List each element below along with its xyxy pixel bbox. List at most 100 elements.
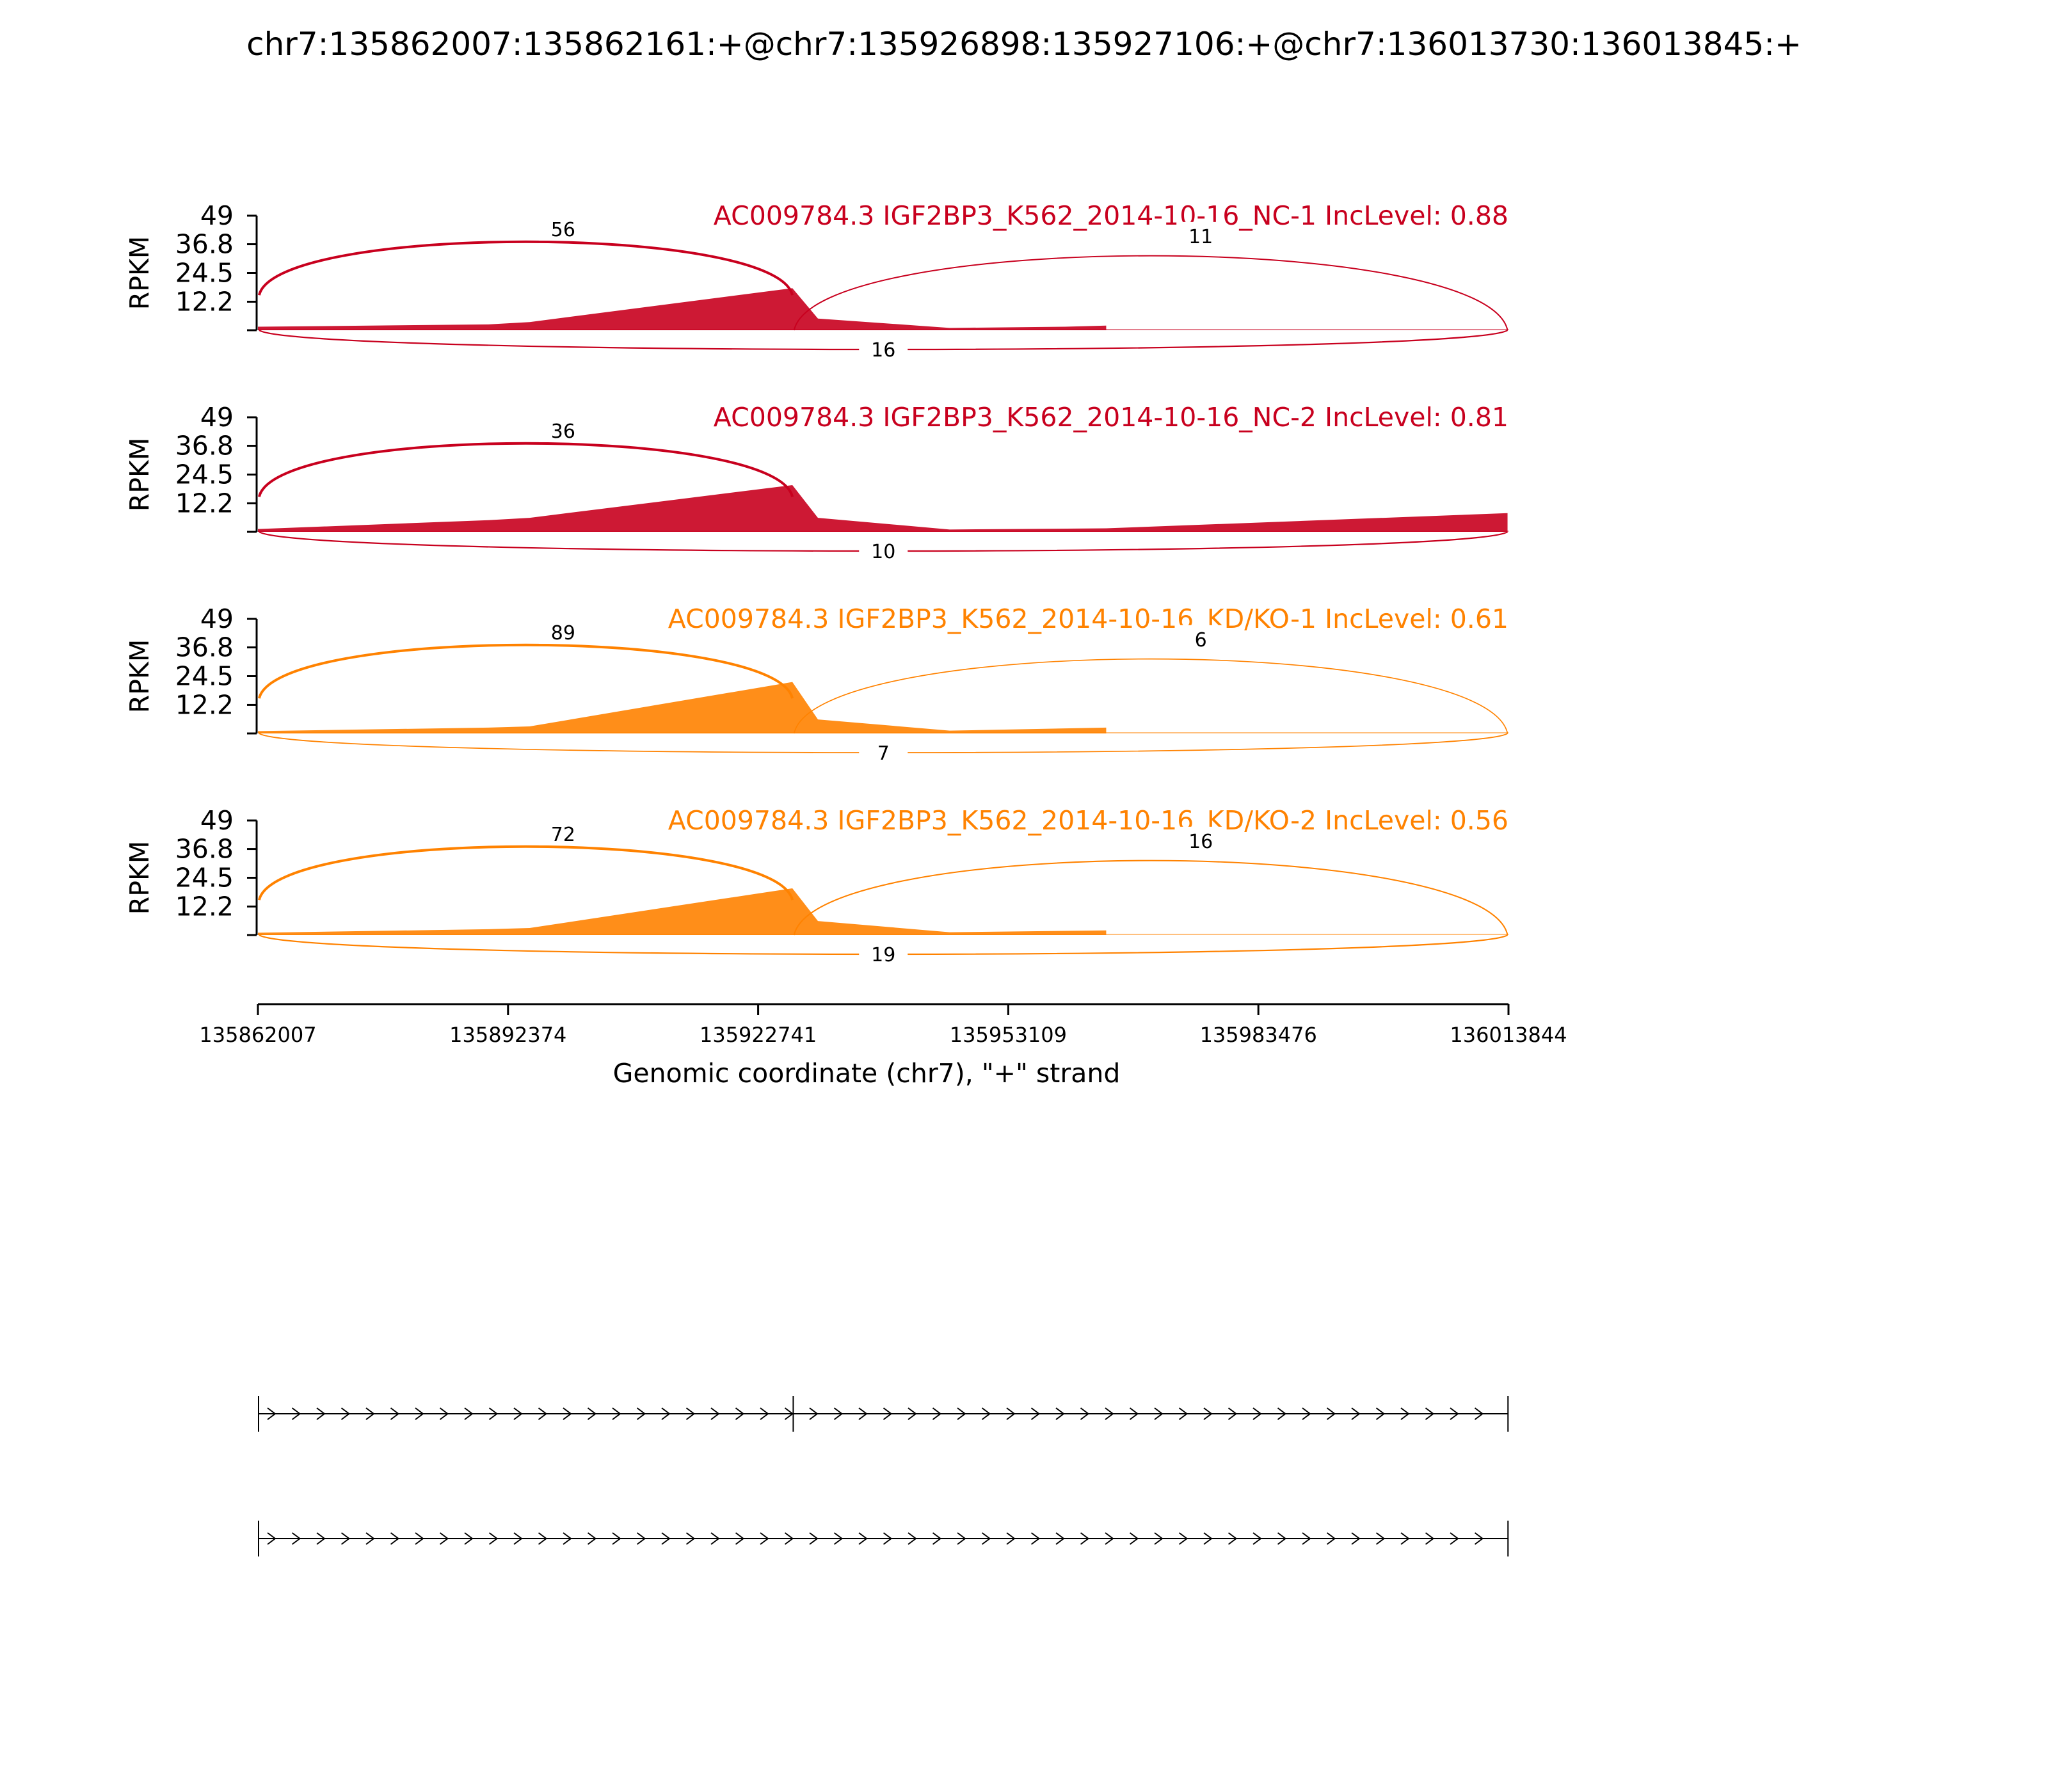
strand-arrow-icon <box>267 1532 276 1545</box>
y-tick-label: 12.2 <box>175 488 234 518</box>
strand-arrow-icon <box>316 1407 326 1420</box>
strand-arrow-icon <box>957 1532 966 1545</box>
strand-arrow-icon <box>267 1407 276 1420</box>
strand-arrow-icon <box>1154 1407 1164 1420</box>
strand-arrow-icon <box>488 1407 499 1420</box>
strand-arrow-icon <box>636 1407 646 1420</box>
strand-arrow-icon <box>1154 1532 1164 1545</box>
x-tick-label: 135953109 <box>950 1023 1067 1047</box>
strand-arrow-icon <box>1351 1407 1361 1420</box>
y-tick-label: 36.8 <box>175 834 234 865</box>
y-tick-label: 49 <box>200 402 234 433</box>
y-tick-label: 12.2 <box>175 286 234 317</box>
y-axis-label: RPKM <box>124 841 155 915</box>
strand-arrow-icon <box>291 1407 301 1420</box>
strand-arrow-icon <box>390 1532 400 1545</box>
x-tick-label: 135862007 <box>199 1023 316 1047</box>
series-title: AC009784.3 IGF2BP3_K562_2014-10-16_NC-1 … <box>714 200 1508 231</box>
strand-arrow-icon <box>1203 1407 1213 1420</box>
strand-arrow-icon <box>1425 1532 1435 1545</box>
junction-count: 7 <box>877 742 890 765</box>
strand-arrow-icon <box>538 1532 548 1545</box>
strand-arrow-icon <box>1400 1407 1410 1420</box>
coverage-area <box>258 288 1107 330</box>
strand-arrow-icon <box>513 1407 523 1420</box>
strand-arrow-icon <box>340 1532 351 1545</box>
strand-arrow-icon <box>1129 1407 1139 1420</box>
y-axis-label: RPKM <box>124 236 155 310</box>
y-tick-label: 36.8 <box>175 431 234 461</box>
x-tick-label: 135892374 <box>449 1023 566 1047</box>
strand-arrow-icon <box>563 1532 572 1545</box>
junction-count: 10 <box>871 541 895 563</box>
strand-arrow-icon <box>1474 1407 1484 1420</box>
strand-arrow-icon <box>1080 1407 1090 1420</box>
junction-arc <box>258 240 794 296</box>
strand-arrow-icon <box>883 1407 893 1420</box>
junction-arc <box>258 643 794 699</box>
strand-arrow-icon <box>415 1407 424 1420</box>
junction-count: 36 <box>551 420 575 443</box>
strand-arrow-icon <box>1030 1407 1041 1420</box>
strand-arrow-icon <box>760 1532 769 1545</box>
strand-arrow-icon <box>661 1532 671 1545</box>
junction-label-bg <box>859 739 908 764</box>
strand-arrow-icon <box>1302 1532 1311 1545</box>
strand-arrow-icon <box>833 1532 844 1545</box>
strand-arrow-icon <box>390 1407 400 1420</box>
strand-arrow-icon <box>340 1407 351 1420</box>
strand-arrow-icon <box>1277 1532 1287 1545</box>
junction-label-bg <box>538 416 588 442</box>
junction-count: 56 <box>551 219 575 241</box>
junction-label-bg <box>538 618 588 644</box>
strand-arrow-icon <box>685 1407 696 1420</box>
x-tick-label: 135922741 <box>700 1023 817 1047</box>
strand-arrow-icon <box>1055 1532 1065 1545</box>
strand-arrow-icon <box>833 1407 844 1420</box>
strand-arrow-icon <box>1252 1407 1262 1420</box>
strand-arrow-icon <box>538 1407 548 1420</box>
strand-arrow-icon <box>636 1532 646 1545</box>
strand-arrow-icon <box>908 1407 917 1420</box>
strand-arrow-icon <box>1006 1407 1016 1420</box>
y-tick-label: 49 <box>200 805 234 836</box>
junction-count: 19 <box>871 944 895 966</box>
strand-arrow-icon <box>1080 1532 1090 1545</box>
junction-arc <box>793 255 1508 331</box>
junction-label-bg <box>1176 221 1226 248</box>
strand-arrow-icon <box>1450 1407 1459 1420</box>
strand-arrow-icon <box>710 1407 720 1420</box>
strand-arrow-icon <box>316 1532 326 1545</box>
strand-arrow-icon <box>735 1407 745 1420</box>
strand-arrow-icon <box>415 1532 424 1545</box>
strand-arrow-icon <box>1474 1532 1484 1545</box>
strand-arrow-icon <box>760 1407 769 1420</box>
junction-label-bg <box>1176 826 1226 852</box>
strand-arrow-icon <box>784 1407 794 1420</box>
strand-arrow-icon <box>587 1532 597 1545</box>
strand-arrow-icon <box>1178 1532 1188 1545</box>
strand-arrow-icon <box>1302 1407 1311 1420</box>
junction-count: 16 <box>871 339 895 362</box>
x-axis-label: Genomic coordinate (chr7), "+" strand <box>613 1058 1121 1089</box>
strand-arrow-icon <box>957 1407 966 1420</box>
y-tick-label: 12.2 <box>175 891 234 922</box>
strand-arrow-icon <box>908 1532 917 1545</box>
junction-count: 11 <box>1188 226 1213 248</box>
strand-arrow-icon <box>981 1532 991 1545</box>
junction-label-bg <box>538 819 588 845</box>
junction-count: 89 <box>551 622 575 644</box>
strand-arrow-icon <box>1425 1407 1435 1420</box>
strand-arrow-icon <box>612 1407 621 1420</box>
junction-arc <box>793 658 1508 734</box>
strand-arrow-icon <box>1277 1407 1287 1420</box>
strand-arrow-icon <box>488 1532 499 1545</box>
strand-arrow-icon <box>563 1407 572 1420</box>
strand-arrow-icon <box>735 1532 745 1545</box>
y-tick-label: 24.5 <box>175 460 234 490</box>
strand-arrow-icon <box>291 1532 301 1545</box>
y-tick-label: 24.5 <box>175 258 234 289</box>
y-axis-label: RPKM <box>124 639 155 713</box>
series-title: AC009784.3 IGF2BP3_K562_2014-10-16_KD/KO… <box>668 805 1508 836</box>
